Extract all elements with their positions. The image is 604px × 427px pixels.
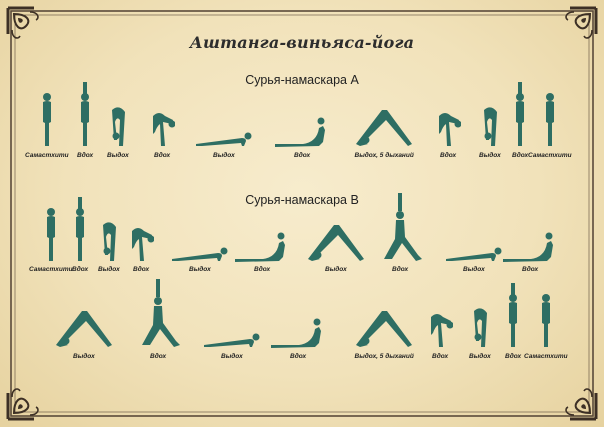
- pose-figure: [354, 309, 414, 349]
- pose-breath-label: Вдох: [72, 266, 89, 273]
- yoga-pose-halflift-icon: [439, 113, 461, 146]
- pose-breath-label: Вдох: [440, 152, 457, 159]
- pose-figure: [269, 317, 327, 349]
- yoga-pose-downdog-icon: [308, 225, 364, 261]
- pose-breath-label: Выдох: [463, 266, 485, 273]
- pose-figure: [233, 231, 291, 263]
- yoga-pose-armsup-icon: [81, 82, 89, 146]
- yoga-pose-stand-icon: [546, 93, 554, 146]
- pose-breath-label: Вдох: [505, 353, 522, 360]
- corner-ornament-icon: [6, 6, 39, 39]
- yoga-pose-halflift-icon: [431, 314, 453, 347]
- yoga-pose-updog-icon: [503, 232, 553, 262]
- yoga-pose-updog-icon: [275, 117, 325, 147]
- pose-figure: [273, 116, 331, 148]
- pose-figure: [306, 223, 366, 263]
- yoga-pose-updog-icon: [271, 318, 321, 348]
- pose-figure: [501, 231, 559, 263]
- yoga-pose-halflift-icon: [153, 113, 175, 146]
- pose-breath-label: Вдох: [432, 353, 449, 360]
- pose-figure: [539, 293, 553, 349]
- pose-figure: [471, 307, 489, 349]
- yoga-pose-downdog-icon: [356, 311, 412, 347]
- pose-breath-label: Выдох, 5 дыханий: [354, 353, 414, 360]
- yoga-pose-plank-icon: [196, 132, 252, 146]
- pose-figure: [481, 106, 499, 148]
- yoga-pose-halflift-icon: [132, 228, 154, 261]
- pose-figure: [506, 283, 520, 349]
- pose-breath-label: Выдох: [325, 266, 347, 273]
- pose-breath-label: Выдох: [98, 266, 120, 273]
- yoga-pose-fold-icon: [474, 308, 487, 347]
- section-title-surya-a: Сурья-намаскара А: [245, 73, 359, 87]
- pose-breath-label: Выдох: [469, 353, 491, 360]
- yoga-pose-downdog-icon: [356, 110, 412, 146]
- pose-figure: [54, 309, 114, 349]
- section-title-surya-b: Сурья-намаскара В: [245, 193, 359, 207]
- pose-breath-label: Вдох: [150, 353, 167, 360]
- yoga-pose-armsup-icon: [509, 283, 517, 347]
- pose-figure: [444, 245, 504, 263]
- pose-figure: [170, 245, 230, 263]
- corner-ornament-icon: [565, 6, 598, 39]
- yoga-pose-plank-icon: [172, 247, 228, 261]
- pose-breath-label: Выдох: [107, 152, 129, 159]
- pose-breath-label: Самастхити: [528, 152, 572, 159]
- pose-figure: [78, 82, 92, 148]
- pose-figure: [435, 106, 461, 148]
- pose-breath-label: Самастхити: [29, 266, 73, 273]
- pose-breath-label: Вдох: [254, 266, 271, 273]
- pose-figure: [378, 193, 422, 263]
- pose-figure: [40, 92, 54, 148]
- pose-figure: [128, 221, 154, 263]
- pose-breath-label: Самастхити: [25, 152, 69, 159]
- corner-ornament-icon: [565, 388, 598, 421]
- pose-figure: [354, 108, 414, 148]
- yoga-pose-fold-icon: [103, 222, 116, 261]
- pose-figure: [513, 82, 527, 148]
- pose-breath-label: Вдох: [77, 152, 94, 159]
- yoga-pose-armsup-icon: [76, 197, 84, 261]
- yoga-pose-fold-icon: [112, 107, 125, 146]
- pose-breath-label: Выдох: [479, 152, 501, 159]
- corner-ornament-icon: [6, 388, 39, 421]
- pose-breath-label: Вдох: [512, 152, 529, 159]
- pose-figure: [136, 279, 180, 349]
- yoga-pose-stand-icon: [43, 93, 51, 146]
- pose-breath-label: Самастхити: [524, 353, 568, 360]
- pose-breath-label: Вдох: [154, 152, 171, 159]
- pose-breath-label: Вдох: [133, 266, 150, 273]
- pose-figure: [109, 106, 127, 148]
- pose-breath-label: Вдох: [522, 266, 539, 273]
- poster-title: Аштанга-виньяса-йога: [189, 33, 415, 52]
- ornamental-frame: [10, 10, 594, 417]
- yoga-pose-updog-icon: [235, 232, 285, 262]
- pose-figure: [73, 197, 87, 263]
- pose-figure: [427, 307, 453, 349]
- pose-figure: [100, 221, 118, 263]
- yoga-pose-warrior-icon: [142, 279, 180, 347]
- pose-breath-label: Вдох: [294, 152, 311, 159]
- pose-breath-label: Выдох: [213, 152, 235, 159]
- pose-figure: [194, 130, 254, 148]
- pose-figure: [543, 92, 557, 148]
- pose-breath-label: Выдох, 5 дыханий: [354, 152, 414, 159]
- yoga-pose-stand-icon: [47, 208, 55, 261]
- yoga-pose-plank-icon: [204, 333, 260, 347]
- pose-figure: [202, 331, 262, 349]
- yoga-pose-plank-icon: [446, 247, 502, 261]
- pose-breath-label: Выдох: [221, 353, 243, 360]
- yoga-pose-armsup-icon: [516, 82, 524, 146]
- pose-breath-label: Вдох: [392, 266, 409, 273]
- pose-breath-label: Выдох: [189, 266, 211, 273]
- yoga-pose-fold-icon: [484, 107, 497, 146]
- yoga-pose-downdog-icon: [56, 311, 112, 347]
- pose-breath-label: Вдох: [290, 353, 307, 360]
- yoga-pose-warrior-icon: [384, 193, 422, 261]
- pose-breath-label: Выдох: [73, 353, 95, 360]
- pose-figure: [44, 207, 58, 263]
- pose-figure: [149, 106, 175, 148]
- yoga-pose-stand-icon: [542, 294, 550, 347]
